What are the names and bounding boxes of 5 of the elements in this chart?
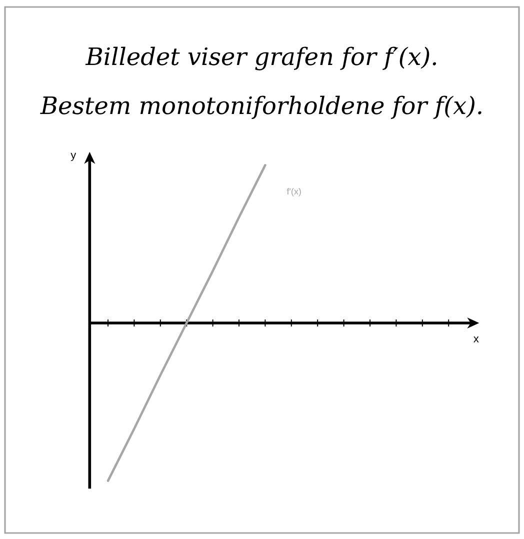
chart-title: Billedet viser grafen for f′(x). bbox=[85, 46, 436, 70]
text: f'(x) bbox=[286, 188, 301, 196]
y-axis-title: y bbox=[70, 152, 76, 161]
x-axis-title: x bbox=[474, 336, 479, 342]
chart-subtitle: Bestem monotoniforholdene for f(x). bbox=[40, 96, 482, 119]
